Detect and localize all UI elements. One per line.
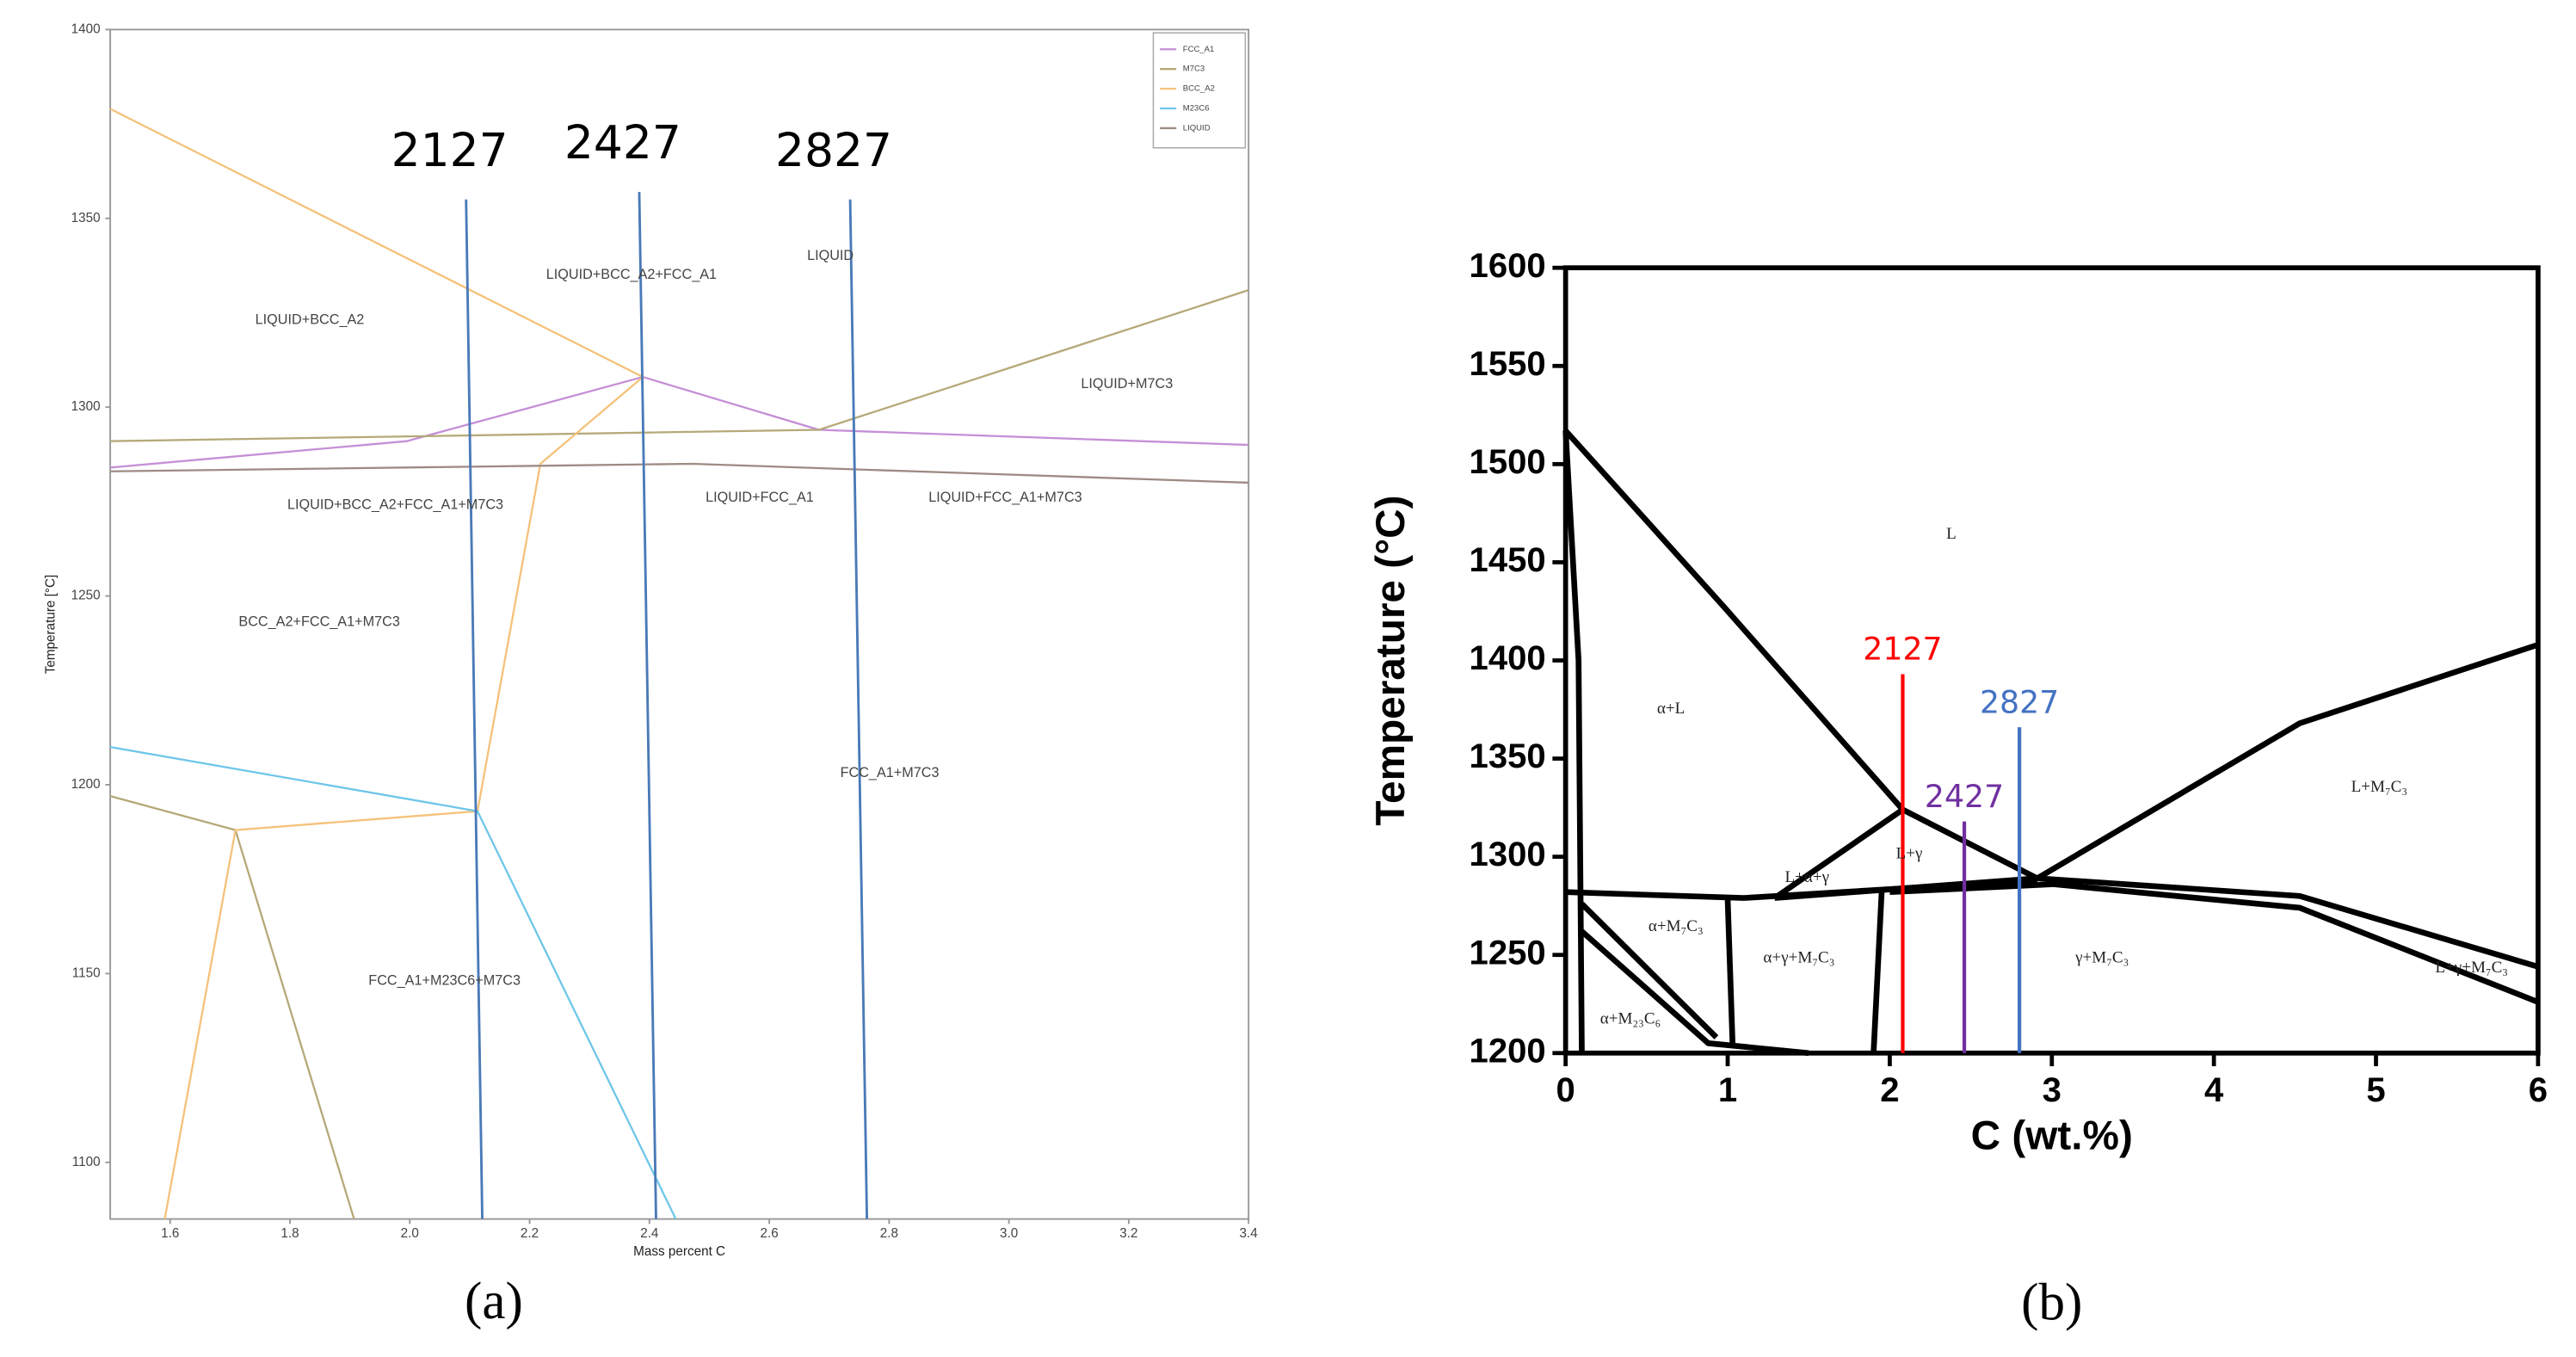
region-label: L+α+γ [1785, 868, 1830, 886]
panel-b: 0 1 2 3 4 5 6 1200 1250 1300 1350 1400 1450 1500 1550 1… [1368, 247, 2548, 1332]
y-axis-title: Temperature (°C) [1368, 495, 1414, 825]
panel-label: (a) [465, 1273, 523, 1330]
x-tick-label: 4 [2204, 1071, 2224, 1109]
composition-label: 2427 [1925, 778, 2004, 815]
y-tick-label: 1350 [71, 211, 101, 225]
region-label: FCC_A1+M23C6+M7C3 [368, 972, 521, 988]
x-tick-label: 1 [1718, 1071, 1737, 1109]
phase-boundary [1889, 881, 2540, 1005]
legend-label: FCC_A1 [1183, 45, 1215, 54]
legend-label: BCC_A2 [1183, 84, 1215, 94]
phase-boundary [110, 462, 1249, 484]
y-tick-label: 1500 [1470, 443, 1546, 481]
composition-label: 2127 [391, 123, 508, 177]
y-tick-label: 1250 [71, 589, 101, 603]
region-label: LIQUID+BCC_A2 [256, 312, 365, 328]
y-tick-label: 1300 [1470, 836, 1546, 873]
y-tick-label: 1150 [72, 965, 101, 980]
region-label: FCC_A1+M7C3 [841, 765, 940, 780]
x-tick-label: 3.0 [1000, 1226, 1018, 1241]
phase-boundary [1563, 429, 1905, 812]
legend-label: M7C3 [1183, 65, 1205, 74]
region-label: α+M₂₃C₆ [1600, 1009, 1661, 1027]
y-tick-label: 1600 [1470, 247, 1546, 285]
y-axis-title: Temperature [°C] [43, 575, 58, 675]
legend-label: M23C6 [1183, 104, 1210, 114]
phase-boundary [110, 375, 1249, 469]
y-tick-label: 1450 [1470, 541, 1546, 579]
y-tick-label: 1400 [71, 22, 101, 36]
phase-boundary [1580, 902, 1719, 1039]
y-tick-label: 1400 [1470, 639, 1546, 677]
region-label: BCC_A2+FCC_A1+M7C3 [238, 614, 400, 630]
composition-line [638, 192, 657, 1219]
region-label: L+γ [1896, 845, 1923, 863]
phase-boundary [1562, 430, 1585, 1053]
y-tick-label: 1250 [1470, 934, 1546, 971]
region-label: γ+M₇C₃ [2074, 949, 2129, 967]
phase-boundary [1772, 807, 1905, 901]
composition-line [465, 199, 484, 1219]
region-label: α+M₇C₃ [1649, 917, 1704, 935]
region-label: LIQUID [807, 248, 854, 263]
x-tick-label: 2.8 [880, 1226, 898, 1241]
region-label: α+γ+M₇C₃ [1763, 949, 1834, 967]
phase-boundary [1724, 899, 1736, 1044]
x-tick-label: 2.0 [401, 1226, 419, 1241]
phase-boundary [1580, 928, 1809, 1057]
x-tick-label: 2.6 [760, 1226, 778, 1241]
x-tick-label: 3 [2043, 1071, 2061, 1109]
composition-label: 2127 [1863, 631, 1942, 668]
x-axis-title: Mass percent C [633, 1244, 725, 1259]
panel-label: (b) [2021, 1274, 2082, 1332]
x-tick-label: 3.4 [1240, 1226, 1259, 1241]
x-tick-label: 1.6 [161, 1226, 179, 1241]
x-tick-label: 2.2 [521, 1226, 539, 1241]
x-axis-title: C (wt.%) [1971, 1113, 2133, 1159]
y-tick-label: 1100 [72, 1155, 101, 1169]
composition-label: 2827 [1980, 683, 2059, 720]
panel-a: 1.6 1.8 2.0 2.2 2.4 2.6 2.8 3.0 3.2 3.4 1100 1150 12… [43, 22, 1258, 1329]
x-tick-label: 1.8 [280, 1226, 299, 1241]
legend-label: LIQUID [1183, 123, 1211, 133]
x-tick-label: 0 [1556, 1071, 1575, 1109]
phase-boundary [1870, 891, 1885, 1053]
plot-frame [1562, 265, 2541, 1056]
phase-boundary [1901, 806, 2039, 881]
region-label: L+M₇C₃ [2351, 778, 2407, 796]
x-tick-label: 2 [1880, 1071, 1899, 1109]
phase-boundary [2036, 642, 2539, 881]
region-label: LIQUID+BCC_A2+FCC_A1+M7C3 [287, 497, 503, 513]
y-tick-label: 1200 [1470, 1032, 1546, 1070]
composition-line [848, 199, 869, 1219]
region-label: LIQUID+FCC_A1+M7C3 [928, 490, 1082, 505]
x-tick-label: 5 [2366, 1071, 2385, 1109]
composition-label: 2827 [775, 123, 892, 177]
x-tick-label: 3.2 [1119, 1226, 1137, 1241]
x-tick-label: 6 [2529, 1071, 2548, 1109]
y-tick-label: 1350 [1470, 737, 1546, 775]
region-label: LIQUID+M7C3 [1081, 376, 1173, 392]
phase-boundary [109, 289, 1249, 1219]
region-label: L [1946, 525, 1957, 543]
phase-boundary [1774, 875, 2539, 970]
region-label: α+L [1657, 700, 1685, 718]
region-label: LIQUID+FCC_A1 [706, 490, 814, 505]
y-tick-label: 1200 [71, 777, 101, 792]
y-tick-label: 1550 [1470, 345, 1546, 383]
y-tick-label: 1300 [71, 399, 101, 414]
plot-frame [109, 28, 1250, 1220]
composition-label: 2427 [564, 115, 681, 170]
x-tick-label: 2.4 [640, 1226, 659, 1241]
region-label: L+γ+M₇C₃ [2435, 959, 2508, 977]
phase-boundary [109, 745, 677, 1220]
phase-boundary [109, 108, 644, 1219]
region-label: LIQUID+BCC_A2+FCC_A1 [546, 267, 717, 282]
